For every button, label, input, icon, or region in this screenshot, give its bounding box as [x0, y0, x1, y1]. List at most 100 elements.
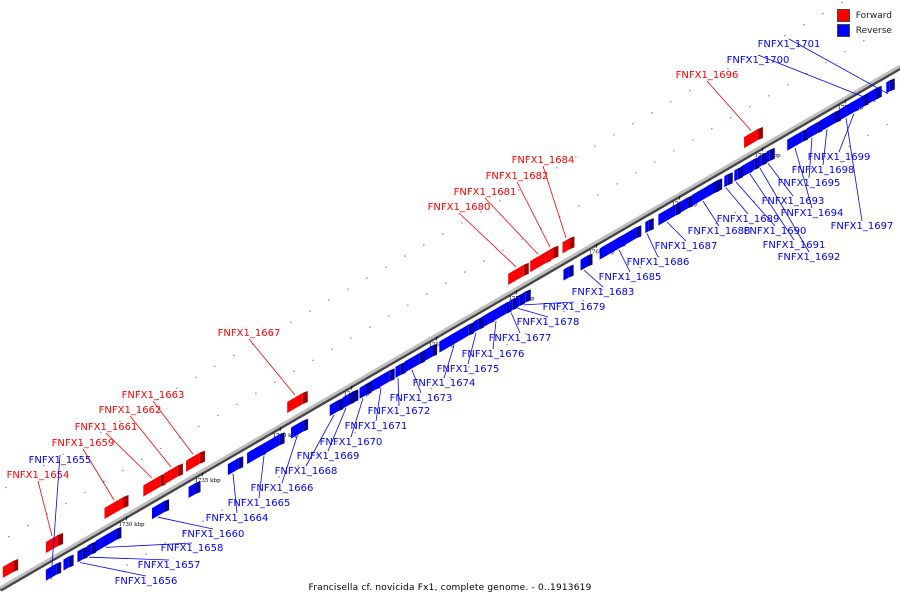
- gene-label-FNFX1_1659[interactable]: FNFX1_1659: [52, 438, 115, 449]
- gene-label-FNFX1_1670[interactable]: FNFX1_1670: [320, 437, 383, 448]
- gene-label-FNFX1_1680[interactable]: FNFX1_1680: [428, 202, 491, 213]
- guide-dot: [651, 112, 653, 114]
- gene-label-FNFX1_1654[interactable]: FNFX1_1654: [7, 470, 70, 481]
- gene-FNFX1_1701[interactable]: [886, 78, 895, 94]
- gene-label-FNFX1_1690[interactable]: FNFX1_1690: [744, 226, 807, 237]
- gene-label-FNFX1_1676[interactable]: FNFX1_1676: [462, 349, 525, 360]
- gene-label-FNFX1_1685[interactable]: FNFX1_1685: [599, 272, 662, 283]
- gene-FNFX1_1654[interactable]: [45, 532, 64, 553]
- gene-FNFX1_1696[interactable]: [744, 127, 763, 149]
- gene-FNFX1_1679[interactable]: [522, 289, 531, 305]
- gene-label-FNFX1_1662[interactable]: FNFX1_1662: [99, 405, 162, 416]
- guide-dot: [677, 244, 679, 247]
- gene-FNFX1_1675[interactable]: [473, 316, 484, 333]
- gene-block[interactable]: [63, 554, 74, 571]
- gene-label-FNFX1_1678[interactable]: FNFX1_1678: [517, 317, 580, 328]
- gene-label-FNFX1_1695[interactable]: FNFX1_1695: [778, 178, 841, 189]
- gene-block[interactable]: [2, 558, 19, 579]
- gene-label-FNFX1_1697[interactable]: FNFX1_1697: [831, 221, 894, 232]
- gene-label-FNFX1_1682[interactable]: FNFX1_1682: [486, 171, 549, 182]
- gene-FNFX1_1687[interactable]: [658, 202, 681, 226]
- gene-FNFX1_1689[interactable]: [724, 172, 733, 188]
- gene-label-FNFX1_1694[interactable]: FNFX1_1694: [781, 208, 844, 219]
- gene-label-FNFX1_1683[interactable]: FNFX1_1683: [572, 287, 635, 298]
- gene-label-FNFX1_1693[interactable]: FNFX1_1693: [762, 196, 825, 207]
- gene-FNFX1_1686[interactable]: [645, 218, 654, 234]
- gene-FNFX1_1669[interactable]: [342, 391, 355, 409]
- gene-FNFX1_1691[interactable]: [745, 156, 760, 175]
- gene-FNFX1_1667[interactable]: [287, 391, 308, 414]
- gene-label-FNFX1_1658[interactable]: FNFX1_1658: [161, 543, 224, 554]
- guide-dot: [183, 531, 185, 533]
- gene-label-FNFX1_1657[interactable]: FNFX1_1657: [138, 560, 201, 571]
- gene-label-FNFX1_1655[interactable]: FNFX1_1655: [29, 455, 92, 466]
- gene-FNFX1_1665[interactable]: [248, 432, 285, 464]
- gene-FNFX1_1694[interactable]: [787, 128, 808, 151]
- gene-FNFX1_1690[interactable]: [734, 166, 743, 182]
- gene-FNFX1_1664[interactable]: [227, 456, 244, 476]
- gene-FNFX1_1657[interactable]: [86, 541, 97, 557]
- gene-label-FNFX1_1672[interactable]: FNFX1_1672: [368, 406, 431, 417]
- gene-label-FNFX1_1656[interactable]: FNFX1_1656: [115, 576, 178, 587]
- gene-block[interactable]: [188, 480, 201, 499]
- guide-dot: [499, 200, 501, 202]
- gene-FNFX1_1684[interactable]: [562, 236, 575, 254]
- gene-label-FNFX1_1686[interactable]: FNFX1_1686: [627, 257, 690, 268]
- gene-label-FNFX1_1691[interactable]: FNFX1_1691: [763, 240, 826, 251]
- gene-FNFX1_1662[interactable]: [164, 463, 183, 485]
- axis-tick: [279, 426, 282, 432]
- gene-FNFX1_1656[interactable]: [77, 546, 88, 563]
- gene-FNFX1_1655[interactable]: [45, 561, 62, 581]
- gene-label-FNFX1_1692[interactable]: FNFX1_1692: [778, 252, 841, 263]
- gene-label-FNFX1_1669[interactable]: FNFX1_1669: [297, 451, 360, 462]
- gene-FNFX1_1658[interactable]: [95, 526, 122, 552]
- gene-FNFX1_1692[interactable]: [758, 152, 767, 168]
- gene-label-FNFX1_1696[interactable]: FNFX1_1696: [676, 70, 739, 81]
- gene-side-face: [199, 450, 205, 464]
- gene-block[interactable]: [563, 264, 574, 281]
- gene-FNFX1_1698[interactable]: [819, 110, 840, 133]
- gene-FNFX1_1682[interactable]: [546, 245, 559, 263]
- gene-label-FNFX1_1687[interactable]: FNFX1_1687: [655, 241, 718, 252]
- gene-FNFX1_1672[interactable]: [395, 362, 406, 379]
- gene-label-FNFX1_1679[interactable]: FNFX1_1679: [543, 302, 606, 313]
- gene-FNFX1_1693[interactable]: [766, 147, 775, 163]
- gene-FNFX1_1670[interactable]: [359, 381, 372, 399]
- gene-FNFX1_1659[interactable]: [104, 495, 129, 520]
- gene-label-FNFX1_1674[interactable]: FNFX1_1674: [413, 378, 476, 389]
- gene-FNFX1_1688[interactable]: [691, 180, 720, 207]
- gene-FNFX1_1666[interactable]: [290, 418, 309, 439]
- gene-label-FNFX1_1668[interactable]: FNFX1_1668: [275, 466, 338, 477]
- gene-label-FNFX1_1684[interactable]: FNFX1_1684: [512, 155, 575, 166]
- gene-FNFX1_1674[interactable]: [439, 322, 474, 353]
- gene-label-FNFX1_1700[interactable]: FNFX1_1700: [727, 55, 790, 66]
- gene-label-FNFX1_1675[interactable]: FNFX1_1675: [437, 364, 500, 375]
- gene-label-FNFX1_1660[interactable]: FNFX1_1660: [182, 529, 245, 540]
- gene-label-FNFX1_1663[interactable]: FNFX1_1663: [122, 390, 185, 401]
- gene-FNFX1_1680[interactable]: [508, 262, 529, 285]
- gene-label-FNFX1_1665[interactable]: FNFX1_1665: [228, 498, 291, 509]
- gene-label-FNFX1_1666[interactable]: FNFX1_1666: [251, 483, 314, 494]
- gene-label-FNFX1_1681[interactable]: FNFX1_1681: [454, 187, 517, 198]
- gene-label-FNFX1_1701[interactable]: FNFX1_1701: [758, 39, 821, 50]
- gene-label-FNFX1_1661[interactable]: FNFX1_1661: [75, 422, 138, 433]
- gene-label-FNFX1_1698[interactable]: FNFX1_1698: [792, 165, 855, 176]
- guide-dot: [411, 399, 413, 401]
- gene-FNFX1_1685[interactable]: [601, 225, 642, 259]
- gene-FNFX1_1660[interactable]: [151, 499, 170, 520]
- gene-FNFX1_1668[interactable]: [329, 398, 344, 417]
- gene-leader-line: [646, 233, 659, 258]
- gene-label-FNFX1_1664[interactable]: FNFX1_1664: [206, 513, 269, 524]
- gene-label-FNFX1_1688[interactable]: FNFX1_1688: [688, 226, 751, 237]
- gene-FNFX1_1673[interactable]: [404, 350, 425, 373]
- gene-label-FNFX1_1689[interactable]: FNFX1_1689: [717, 214, 780, 225]
- gene-label-FNFX1_1673[interactable]: FNFX1_1673: [390, 393, 453, 404]
- gene-label-FNFX1_1667[interactable]: FNFX1_1667: [218, 328, 281, 339]
- gene-FNFX1_1683[interactable]: [580, 253, 593, 271]
- gene-label-FNFX1_1677[interactable]: FNFX1_1677: [489, 333, 552, 344]
- legend-forward-label: Forward: [855, 10, 892, 21]
- gene-FNFX1_1671[interactable]: [372, 368, 395, 392]
- gene-label-FNFX1_1699[interactable]: FNFX1_1699: [808, 152, 871, 163]
- gene-FNFX1_1663[interactable]: [186, 450, 205, 472]
- gene-label-FNFX1_1671[interactable]: FNFX1_1671: [345, 421, 408, 432]
